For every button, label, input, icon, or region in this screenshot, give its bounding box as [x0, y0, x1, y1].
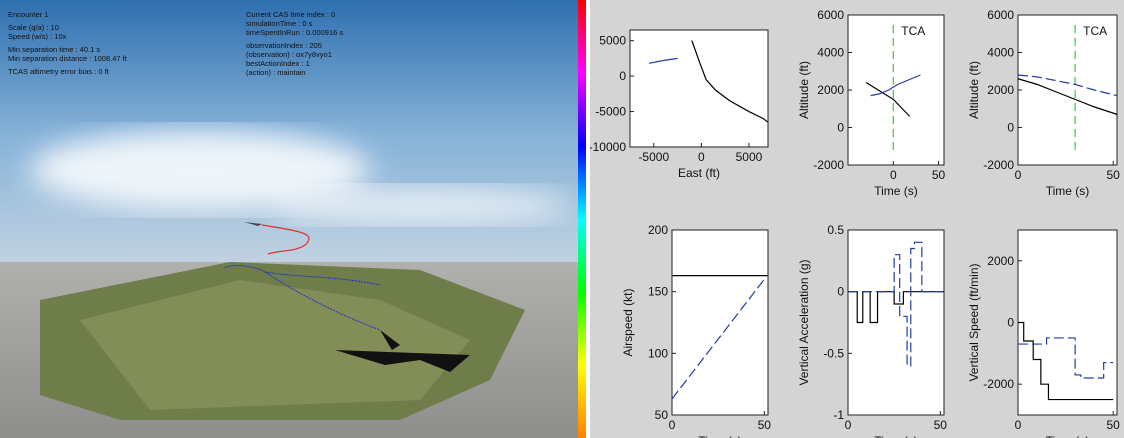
overlay-line: Scale (q/a) : 10 [8, 23, 127, 32]
plot-area [848, 15, 944, 165]
y-tick-label: 100 [648, 346, 668, 360]
x-axis-label: Time (s) [1046, 434, 1090, 438]
x-axis-label: Time (s) [874, 434, 918, 438]
x-tick-label: 0 [669, 418, 676, 432]
y-tick-label: 2000 [817, 83, 844, 97]
plot-area [630, 30, 768, 147]
overlay-line: Min separation time : 40.1 s [8, 45, 127, 54]
plot-area [672, 230, 768, 415]
overlay-line: simulationTime : 0 s [246, 19, 343, 28]
y-tick-label: -1 [833, 408, 844, 422]
x-axis-label: Time (s) [698, 434, 742, 438]
y-axis-label: Altitude (ft) [797, 61, 811, 119]
overlay-line: TCAS altimetry error bias : 0 ft [8, 67, 127, 76]
y-tick-label: -5000 [595, 105, 626, 119]
y-tick-label: 0 [1007, 121, 1014, 135]
cloud [270, 187, 570, 223]
y-tick-label: 0 [837, 285, 844, 299]
overlay-line: Speed (w/s) : 10x [8, 32, 127, 41]
x-tick-label: 0 [698, 150, 705, 164]
y-tick-label: 50 [655, 408, 669, 422]
x-tick-label: 50 [934, 418, 948, 432]
plot-area [1018, 230, 1117, 415]
overlay-line: Current CAS time index : 0 [246, 10, 343, 19]
y-axis-label: Vertical Speed (ft/min) [967, 263, 981, 381]
x-tick-label: -5000 [638, 150, 669, 164]
y-tick-label: -10000 [590, 140, 626, 154]
y-tick-label: -2000 [983, 158, 1014, 172]
overlay-line: timeSpentInRun : 0.000916 s [246, 28, 343, 37]
y-tick-label: -2000 [813, 158, 844, 172]
y-tick-label: 6000 [817, 8, 844, 22]
overlay-line: bestActionIndex : 1 [246, 59, 343, 68]
x-tick-label: 50 [1107, 168, 1121, 182]
y-tick-label: 0 [1007, 316, 1014, 330]
overlay-line: (action) : maintain [246, 68, 343, 77]
y-tick-label: 5000 [599, 34, 626, 48]
x-axis-label: East (ft) [678, 166, 720, 180]
y-axis-label: Vertical Acceleration (g) [797, 259, 811, 385]
y-tick-label: 4000 [817, 46, 844, 60]
overlay-line: Min separation distance : 1008.47 ft [8, 54, 127, 63]
page: Encounter 1 Scale (q/a) : 10Speed (w/s) :… [0, 0, 1124, 438]
y-tick-label: 6000 [987, 8, 1014, 22]
x-tick-label: 50 [1107, 418, 1121, 432]
color-bar [578, 0, 586, 438]
y-tick-label: 0.5 [827, 223, 844, 237]
overlay-line: observationIndex : 205 [246, 41, 343, 50]
x-axis-label: Time (s) [874, 184, 918, 198]
x-tick-label: 0 [1015, 418, 1022, 432]
x-tick-label: 0 [890, 168, 897, 182]
y-tick-label: 4000 [987, 46, 1014, 60]
tca-label: TCA [1083, 24, 1107, 38]
y-tick-label: 2000 [987, 83, 1014, 97]
x-tick-label: 0 [1015, 168, 1022, 182]
y-tick-label: 2000 [987, 254, 1014, 268]
y-tick-label: 200 [648, 223, 668, 237]
x-tick-label: 5000 [736, 150, 763, 164]
y-tick-label: 150 [648, 285, 668, 299]
y-tick-label: -2000 [983, 377, 1014, 391]
y-tick-label: 0 [619, 69, 626, 83]
x-tick-label: 0 [845, 418, 852, 432]
x-tick-label: 50 [932, 168, 946, 182]
x-tick-label: 50 [758, 418, 772, 432]
y-axis-label: Altitude (ft) [967, 61, 981, 119]
overlay-line: (observation) : ox7y8vyo1 [246, 50, 343, 59]
y-tick-label: 0 [837, 121, 844, 135]
tca-label: TCA [901, 24, 925, 38]
y-axis-label: Airspeed (kt) [621, 288, 635, 356]
overlay-line: Encounter 1 [8, 10, 127, 19]
x-axis-label: Time (s) [1046, 184, 1090, 198]
y-tick-label: -0.5 [823, 346, 844, 360]
